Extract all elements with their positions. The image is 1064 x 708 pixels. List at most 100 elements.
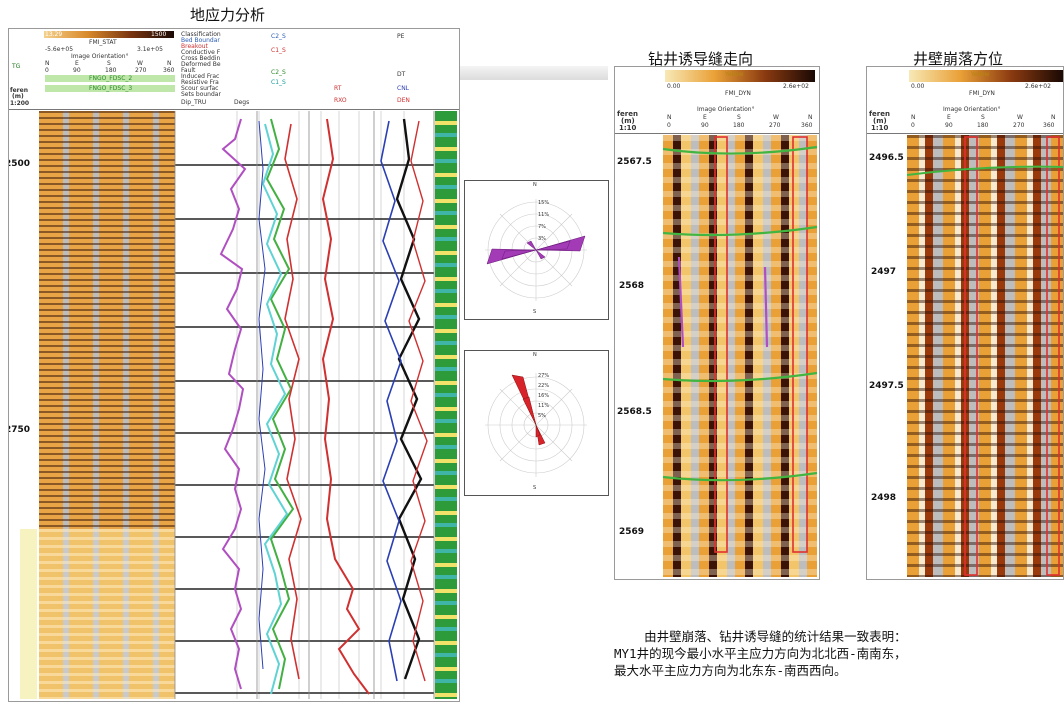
fmi-mid-depth-hdr-1: feren bbox=[617, 110, 638, 118]
fmi-right-depth-2498: 2498 bbox=[871, 493, 897, 503]
breakout-ring-4: 22% bbox=[538, 383, 550, 389]
fmi-right-scale bbox=[909, 70, 1063, 82]
class-item-10: Dip_TRU bbox=[181, 99, 207, 106]
induced-fracture-title: 钻井诱导缝走向 bbox=[648, 50, 754, 68]
fmi-right-tick-w: W bbox=[1017, 114, 1023, 121]
fracture-ring-1: 3% bbox=[538, 236, 546, 242]
fmi-mid-deg-180: 180 bbox=[733, 122, 745, 129]
fmi-mid-depth-hdr-2: (m) bbox=[621, 117, 635, 125]
breakout-rose-south: S bbox=[533, 485, 537, 491]
breakout-ring-5: 27% bbox=[538, 373, 550, 379]
fmi-mid-tick-w: W bbox=[773, 114, 779, 121]
fmi-right-tick-e: E bbox=[947, 114, 951, 121]
class-item-7: Resistive Fra bbox=[181, 79, 219, 86]
breakout-ring-3: 16% bbox=[538, 393, 550, 399]
curve-label-5: RXO bbox=[334, 97, 347, 104]
orient-tick-n2: N bbox=[167, 60, 172, 67]
fmi-right-orientation: Image Orientation° bbox=[943, 106, 1001, 113]
fmi-mid-depth-2568-5: 2568.5 bbox=[617, 407, 652, 417]
fmi-mid-tick-s: S bbox=[737, 114, 741, 121]
conclusion-line-3: 最大水平主应力方向为北东东-南西西向。 bbox=[614, 663, 847, 678]
fmi-right-label: FMI_DYN bbox=[969, 90, 995, 97]
fmi-right-image bbox=[907, 135, 1063, 577]
fracture-rose-north: N bbox=[533, 182, 537, 188]
fracture-rose-south: S bbox=[533, 309, 537, 315]
fmi-mid-tick-e: E bbox=[703, 114, 707, 121]
depth-hdr-2: (m) bbox=[12, 93, 24, 100]
breakout-ring-2: 11% bbox=[538, 403, 550, 409]
breakout-petals bbox=[511, 374, 546, 446]
curve-label-4: RT bbox=[334, 85, 342, 92]
class-item-4: Deformed Be bbox=[181, 61, 221, 68]
fmi-mid-tick-n2: N bbox=[808, 114, 813, 121]
curve-label-7: DT bbox=[397, 71, 406, 78]
stat-label: FMI_STAT bbox=[89, 39, 117, 46]
fmi-right-deg-90: 90 bbox=[945, 122, 953, 129]
curve-label-9: DEN bbox=[397, 97, 410, 104]
main-image-lower bbox=[39, 529, 175, 699]
curve-label-8: CNL bbox=[397, 85, 410, 92]
fmi-right-overlay bbox=[906, 136, 1063, 576]
orient-tick-w: W bbox=[137, 60, 143, 67]
fmi-mid-label: FMI_DYN bbox=[725, 90, 751, 97]
gr-track bbox=[9, 529, 37, 699]
fracture-rose-panel: N S 3% 7% 11% 15% bbox=[464, 180, 609, 320]
class-item-5: Fault bbox=[181, 67, 196, 74]
lithology-column bbox=[435, 111, 457, 699]
fmi-mid-scale-name: Yellow bbox=[725, 71, 744, 78]
fmi-mid-panel: Yellow 0.00 2.6e+02 FMI_DYN Image Orient… bbox=[614, 66, 820, 580]
orient-deg-0: 0 bbox=[45, 67, 49, 74]
fracture-petals bbox=[486, 235, 586, 265]
track-label-3: FNGO_FDSC_3 bbox=[89, 85, 133, 92]
fmi-mid-image bbox=[663, 135, 817, 577]
classification-title: Classification bbox=[181, 31, 221, 38]
main-log-header: 13.29 1500 FMI_STAT -5.6e+05 3.1e+05 Ima… bbox=[9, 29, 459, 110]
fmi-mid-min: 0.00 bbox=[667, 83, 681, 90]
class-item-9: Sets boundar bbox=[181, 91, 221, 98]
class-item-6: Induced Frac bbox=[181, 73, 220, 80]
fmi-mid-deg-270: 270 bbox=[769, 122, 781, 129]
fmi-right-panel: Yellow 0.00 2.6e+02 FMI_DYN Image Orient… bbox=[866, 66, 1064, 580]
orient-deg-180: 180 bbox=[105, 67, 117, 74]
curve-label-3: C1_S bbox=[271, 79, 286, 86]
fmi-mid-depth-hdr-3: 1:10 bbox=[619, 124, 637, 132]
breakout-ring-1: 5% bbox=[538, 413, 546, 419]
breakout-rose-panel: N S 5% 11% 16% 22% 27% bbox=[464, 350, 609, 496]
depth-hdr-1: feren bbox=[10, 87, 28, 94]
class-item-0: Bed Boundar bbox=[181, 37, 220, 44]
fmi-mid-deg-0: 0 bbox=[667, 122, 671, 129]
orient-tick-e: E bbox=[75, 60, 79, 67]
track-label-2: FNGO_FDSC_2 bbox=[89, 75, 133, 82]
fmi-mid-header: Yellow 0.00 2.6e+02 FMI_DYN Image Orient… bbox=[615, 67, 819, 134]
fmi-mid-deg-90: 90 bbox=[701, 122, 709, 129]
fmi-right-max: 2.6e+02 bbox=[1025, 83, 1051, 90]
scale-max: 1500 bbox=[151, 31, 167, 38]
fmi-mid-max: 2.6e+02 bbox=[783, 83, 809, 90]
class-item-3: Cross Beddin bbox=[181, 55, 221, 62]
track-label-tg: TG bbox=[12, 63, 21, 70]
stress-analysis-title: 地应力分析 bbox=[190, 6, 266, 24]
curve-label-6: PE bbox=[397, 33, 405, 40]
fmi-mid-deg-360: 360 bbox=[801, 122, 813, 129]
curve-label-0: C2_S bbox=[271, 33, 286, 40]
class-item-1: Breakout bbox=[181, 43, 208, 50]
depth-2750: 2750 bbox=[9, 425, 31, 435]
dip-label: Degs bbox=[234, 99, 250, 106]
class-item-2: Conductive F bbox=[181, 49, 221, 56]
fmi-mid-overlay bbox=[662, 136, 818, 553]
fmi-right-depth-2497-5: 2497.5 bbox=[869, 381, 904, 391]
track-band-1 bbox=[45, 75, 175, 82]
orient-min: -5.6e+05 bbox=[45, 46, 74, 53]
fmi-right-depth-2496-5: 2496.5 bbox=[869, 153, 904, 163]
conclusion-line-1: 由井壁崩落、钻井诱导缝的统计结果一致表明： bbox=[614, 629, 907, 644]
conclusion-line-2: MY1井的现今最小水平主应力方向为北北西-南南东， bbox=[614, 646, 907, 661]
log-curves bbox=[174, 111, 435, 699]
fmi-right-scale-name: Yellow bbox=[971, 71, 990, 78]
track-band-2 bbox=[45, 85, 175, 92]
orient-deg-90: 90 bbox=[73, 67, 81, 74]
breakout-rose-north: N bbox=[533, 352, 537, 358]
fmi-right-deg-0: 0 bbox=[911, 122, 915, 129]
header-band bbox=[458, 66, 608, 80]
scale-min: 13.29 bbox=[45, 31, 63, 38]
orient-max: 3.1e+05 bbox=[137, 46, 163, 53]
